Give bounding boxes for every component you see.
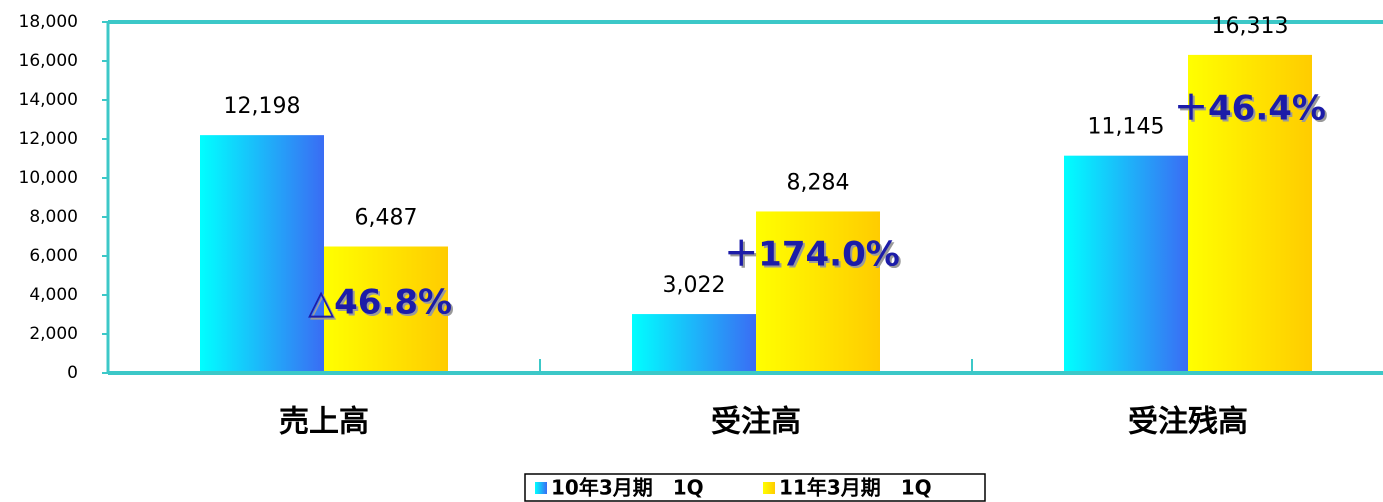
legend-box [524, 473, 986, 502]
y-tick-label: 0 [67, 363, 78, 383]
value-label: 11,145 [1088, 115, 1165, 140]
legend-label: 11年3月期 1Q [779, 476, 932, 500]
value-label: 8,284 [787, 170, 850, 195]
y-tick-label: 12,000 [19, 129, 78, 149]
x-tick-label: 受注残高 [1128, 405, 1248, 440]
annotation: ＋174.0% [724, 235, 900, 275]
annotation-shadow: △46.8% [310, 285, 454, 325]
y-tick-label: 2,000 [29, 324, 78, 344]
annotation: ＋46.4% [1174, 89, 1326, 129]
y-tick-label: 16,000 [19, 51, 78, 71]
y-tick-label: 8,000 [29, 207, 78, 227]
legend-swatch [535, 482, 547, 494]
y-tick-label: 18,000 [19, 12, 78, 32]
annotation: △46.8% [308, 283, 452, 323]
value-label: 12,198 [224, 94, 301, 119]
bar [632, 314, 756, 373]
legend-label: 10年3月期 1Q [551, 476, 704, 500]
annotation-shadow: ＋46.4% [1176, 91, 1328, 131]
bar [1064, 155, 1188, 373]
y-tick-label: 10,000 [19, 168, 78, 188]
y-tick-label: 6,000 [29, 246, 78, 266]
bar [1188, 54, 1312, 374]
y-tick-label: 14,000 [19, 90, 78, 110]
bar [324, 246, 448, 373]
bar [200, 135, 324, 373]
x-tick-label: 売上高 [279, 405, 369, 440]
value-label: 3,022 [663, 273, 726, 298]
value-label: 6,487 [355, 206, 418, 231]
legend-swatch [763, 482, 775, 494]
bar [756, 211, 880, 373]
y-tick-label: 4,000 [29, 285, 78, 305]
value-label: 16,313 [1212, 14, 1289, 39]
annotation-shadow: ＋174.0% [726, 237, 902, 277]
x-tick-label: 受注高 [711, 405, 801, 440]
